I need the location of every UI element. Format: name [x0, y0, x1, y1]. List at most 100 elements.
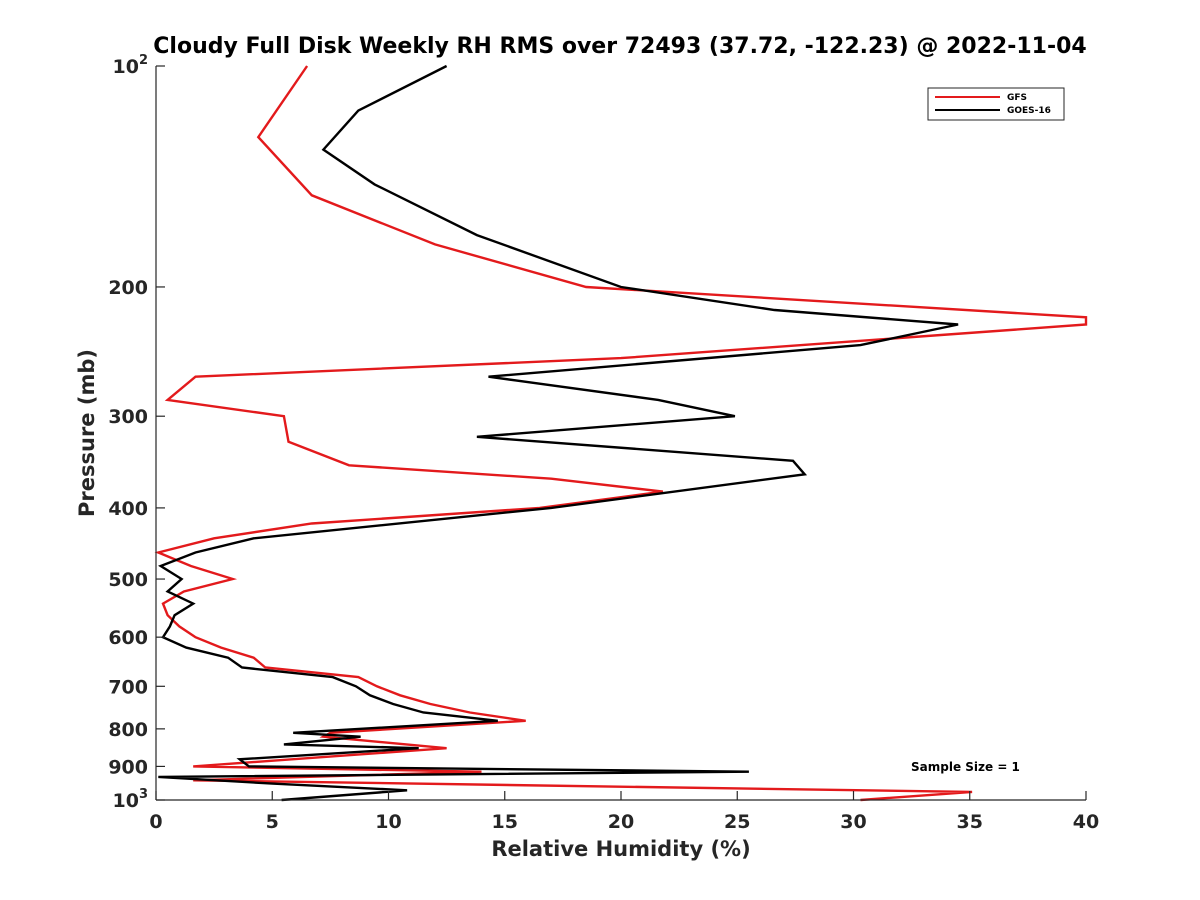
- data-point-gfs-30: [376, 685, 378, 687]
- data-point-goes16-6: [774, 309, 776, 311]
- data-point-goes16-27: [241, 667, 243, 669]
- data-point-gfs-4: [585, 286, 587, 288]
- legend-label-gfs: GFS: [1007, 93, 1027, 103]
- data-point-gfs-29: [357, 676, 359, 678]
- data-point-goes16-19: [181, 578, 183, 580]
- data-point-gfs-20: [232, 578, 234, 580]
- data-point-goes16-30: [369, 694, 371, 696]
- y-tick-label: 200: [108, 277, 148, 299]
- data-point-gfs-7: [620, 357, 622, 359]
- data-point-gfs-0: [306, 65, 308, 67]
- data-point-goes16-2: [322, 149, 324, 151]
- legend: GFS GOES-16: [927, 87, 1065, 121]
- series-line-gfs: [154, 65, 1088, 802]
- data-point-goes16-12: [476, 436, 478, 438]
- data-point-goes16-23: [169, 625, 171, 627]
- data-point-goes16-13: [792, 460, 794, 462]
- data-point-gfs-38: [192, 765, 194, 767]
- y-tick-label: 102: [113, 53, 149, 78]
- data-point-gfs-35: [329, 732, 331, 734]
- data-point-gfs-37: [446, 747, 448, 749]
- data-point-goes16-7: [957, 324, 959, 326]
- chart-title: Cloudy Full Disk Weekly RH RMS over 7249…: [153, 34, 1086, 59]
- data-point-goes16-28: [332, 676, 334, 678]
- data-point-gfs-17: [213, 537, 215, 539]
- data-point-gfs-33: [469, 712, 471, 714]
- data-point-gfs-22: [162, 603, 164, 605]
- sample-size-annotation: Sample Size = 1: [911, 760, 1020, 774]
- y-tick-label: 800: [108, 719, 148, 741]
- data-point-goes16-0: [446, 65, 448, 67]
- data-point-goes16-15: [550, 507, 552, 509]
- data-point-goes16-8: [860, 344, 862, 346]
- data-point-goes16-41: [157, 776, 159, 778]
- y-axis-label: Pressure (mb): [75, 349, 99, 517]
- data-point-gfs-19: [190, 565, 192, 567]
- series-line-goes16: [158, 64, 959, 802]
- x-tick-label: 40: [1073, 811, 1099, 833]
- data-point-goes16-10: [657, 399, 659, 401]
- data-point-gfs-16: [311, 523, 313, 525]
- data-point-goes16-42: [271, 783, 273, 785]
- y-tick-label: 500: [108, 569, 148, 591]
- x-axis-label: Relative Humidity (%): [491, 837, 750, 861]
- data-point-goes16-34: [292, 732, 294, 734]
- data-point-goes16-11: [734, 415, 736, 417]
- data-point-goes16-5: [620, 286, 622, 288]
- y-axis-ticks: 102 200 300 400 500 600 700 800 900 103: [108, 53, 165, 812]
- data-point-gfs-12: [348, 464, 350, 466]
- data-point-goes16-40: [748, 771, 750, 773]
- data-point-gfs-27: [253, 657, 255, 659]
- data-point-goes16-39: [248, 765, 250, 767]
- data-point-goes16-38: [239, 758, 241, 760]
- data-point-gfs-5: [1085, 316, 1087, 318]
- data-point-goes16-14: [804, 473, 806, 475]
- data-point-gfs-23: [167, 614, 169, 616]
- data-point-gfs-31: [399, 694, 401, 696]
- y-tick-label: 700: [108, 676, 148, 698]
- data-point-gfs-25: [195, 636, 197, 638]
- data-point-goes16-36: [283, 743, 285, 745]
- x-tick-label: 30: [840, 811, 866, 833]
- y-tick-label: 400: [108, 498, 148, 520]
- data-point-goes16-25: [185, 647, 187, 649]
- data-point-goes16-31: [392, 703, 394, 705]
- data-point-goes16-1: [357, 110, 359, 112]
- data-point-goes16-3: [374, 183, 376, 185]
- data-point-gfs-3: [434, 243, 436, 245]
- data-point-goes16-22: [174, 614, 176, 616]
- data-point-goes16-16: [253, 537, 255, 539]
- x-axis-ticks: 0 5 10 15 20 25 30 35 40: [149, 791, 1099, 833]
- y-tick-label: 900: [108, 756, 148, 778]
- data-point-gfs-39: [481, 771, 483, 773]
- data-point-gfs-2: [311, 194, 313, 196]
- data-point-goes16-37: [418, 747, 420, 749]
- data-point-goes16-33: [497, 720, 499, 722]
- x-tick-label: 25: [724, 811, 750, 833]
- data-point-goes16-32: [422, 712, 424, 714]
- data-point-goes16-29: [355, 685, 357, 687]
- data-point-goes16-9: [488, 376, 490, 378]
- data-point-goes16-18: [160, 565, 162, 567]
- data-point-gfs-1: [257, 136, 259, 138]
- data-point-gfs-9: [167, 399, 169, 401]
- x-tick-label: 15: [492, 811, 518, 833]
- x-tick-label: 0: [149, 811, 162, 833]
- plot-area: [154, 64, 1088, 802]
- data-point-gfs-11: [288, 441, 290, 443]
- data-point-goes16-35: [360, 736, 362, 738]
- legend-box: [927, 87, 1065, 121]
- data-point-gfs-32: [429, 703, 431, 705]
- data-point-gfs-21: [183, 591, 185, 593]
- x-tick-label: 5: [266, 811, 279, 833]
- data-point-goes16-26: [227, 657, 229, 659]
- x-tick-label: 20: [608, 811, 634, 833]
- data-point-gfs-26: [220, 647, 222, 649]
- y-tick-label: 600: [108, 627, 148, 649]
- data-point-gfs-24: [178, 625, 180, 627]
- y-tick-label: 300: [108, 406, 148, 428]
- data-point-gfs-34: [525, 720, 527, 722]
- data-point-gfs-6: [1085, 324, 1087, 326]
- data-point-goes16-20: [167, 591, 169, 593]
